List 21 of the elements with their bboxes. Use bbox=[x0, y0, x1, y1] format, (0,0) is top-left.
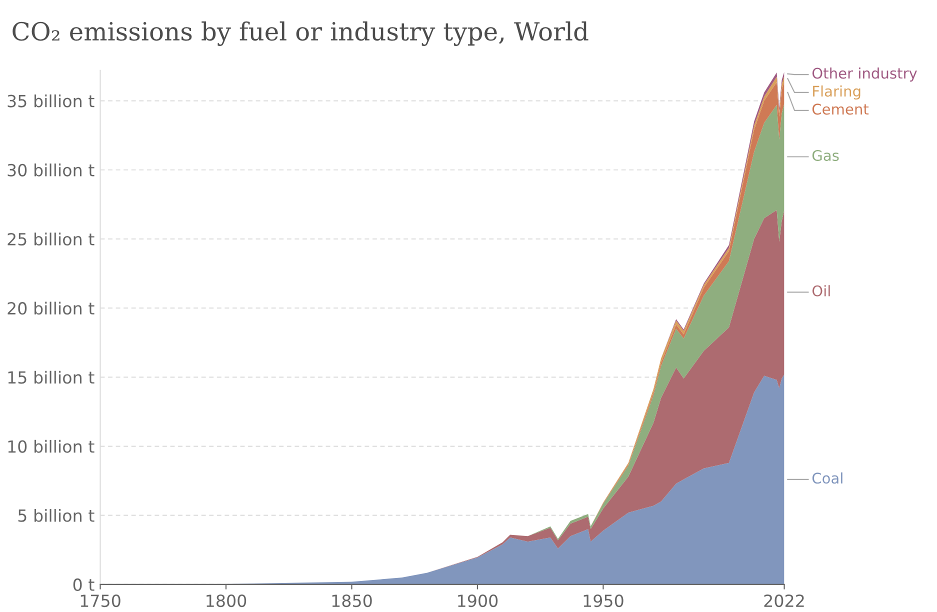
x-tick-label: 1750 bbox=[80, 594, 120, 608]
series-label: Other industry bbox=[812, 67, 917, 82]
chart-title: CO₂ emissions by fuel or industry type, World bbox=[12, 21, 588, 46]
y-tick-label: 25 billion t bbox=[8, 232, 94, 246]
y-tick-label: 20 billion t bbox=[8, 302, 94, 315]
series-label: Coal bbox=[812, 472, 842, 484]
x-tick-label: 2022 bbox=[764, 594, 804, 608]
series-label: Oil bbox=[812, 285, 830, 296]
y-tick-label: 15 billion t bbox=[8, 370, 94, 384]
x-tick-label: 1950 bbox=[584, 594, 624, 608]
series-label: Flaring bbox=[813, 85, 860, 100]
y-tick-label: 0 t bbox=[73, 578, 94, 592]
x-tick-label: 1800 bbox=[206, 594, 246, 608]
y-tick-label: 35 billion t bbox=[8, 94, 94, 108]
y-tick-label: 30 billion t bbox=[8, 164, 94, 176]
series-label: Cement bbox=[812, 104, 869, 115]
y-tick-label: 5 billion t bbox=[18, 509, 94, 522]
series-label: Gas bbox=[812, 150, 839, 161]
x-tick-label: 1900 bbox=[458, 594, 498, 608]
y-tick-label: 10 billion t bbox=[8, 440, 94, 453]
x-tick-label: 1850 bbox=[332, 594, 372, 608]
